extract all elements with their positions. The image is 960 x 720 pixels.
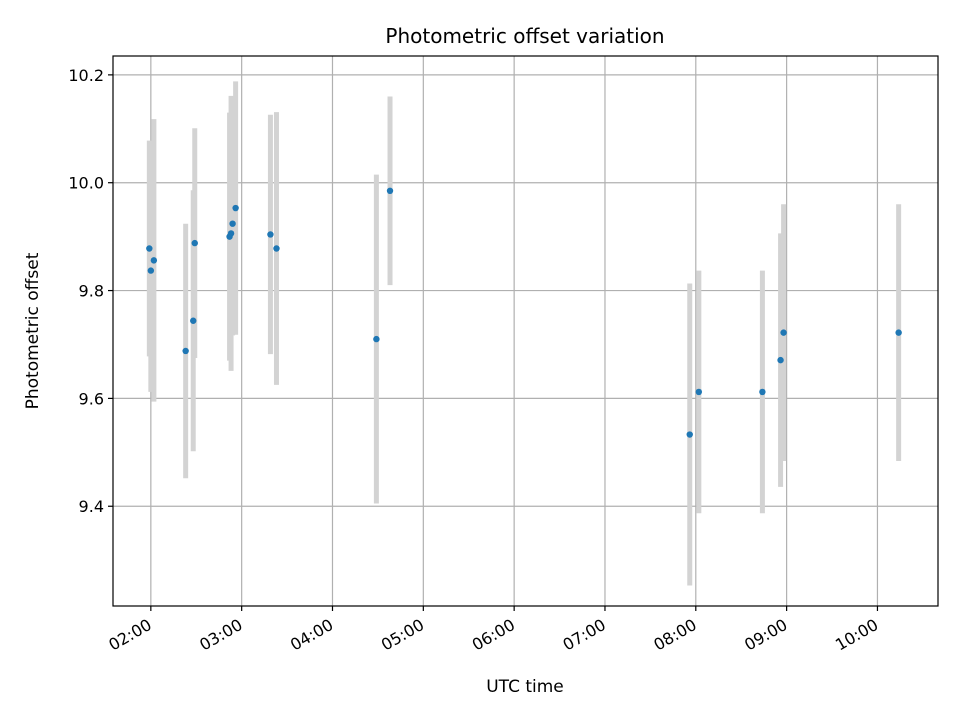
data-points — [146, 187, 902, 438]
x-tick-label: 08:00 — [650, 615, 699, 655]
x-tick-label: 09:00 — [741, 615, 790, 655]
data-point — [895, 329, 902, 336]
x-tick-label: 02:00 — [105, 615, 154, 655]
data-point — [146, 245, 153, 252]
data-point — [777, 356, 784, 364]
x-axis-ticks: 02:00 03:00 04:00 05:00 06:00 07:00 08:00 09:00… — [105, 606, 881, 655]
x-axis-label: UTC time — [486, 677, 564, 697]
data-point — [267, 231, 274, 238]
x-tick-label: 04:00 — [287, 615, 336, 655]
data-point — [147, 267, 155, 274]
y-axis-ticks: 9.4 9.6 9.8 10.0 10.2 — [68, 66, 113, 516]
data-point — [229, 220, 236, 227]
y-tick-label: 10.0 — [68, 174, 104, 193]
x-tick-label: 07:00 — [560, 615, 609, 655]
data-point — [150, 257, 158, 264]
chart-title: Photometric offset variation — [385, 24, 664, 48]
data-point — [386, 187, 394, 195]
x-tick-label: 06:00 — [469, 615, 518, 655]
data-point — [780, 329, 787, 336]
y-axis-label: Photometric offset — [23, 252, 43, 409]
data-point — [373, 335, 380, 343]
data-point — [182, 347, 189, 355]
x-tick-label: 03:00 — [196, 615, 245, 655]
x-tick-label: 10:00 — [832, 615, 881, 655]
data-point — [191, 239, 198, 247]
data-point — [273, 245, 280, 252]
data-point — [759, 388, 766, 396]
y-tick-label: 10.2 — [68, 66, 104, 85]
data-point — [227, 230, 235, 237]
y-tick-label: 9.4 — [79, 497, 104, 516]
plot-frame — [112, 55, 939, 607]
y-tick-label: 9.8 — [79, 282, 104, 301]
data-point — [232, 204, 239, 212]
data-point — [190, 317, 197, 324]
y-tick-label: 9.6 — [79, 389, 104, 408]
data-point — [695, 388, 703, 396]
grid-lines — [113, 56, 938, 606]
x-tick-label: 05:00 — [378, 615, 427, 655]
data-point — [686, 431, 693, 438]
